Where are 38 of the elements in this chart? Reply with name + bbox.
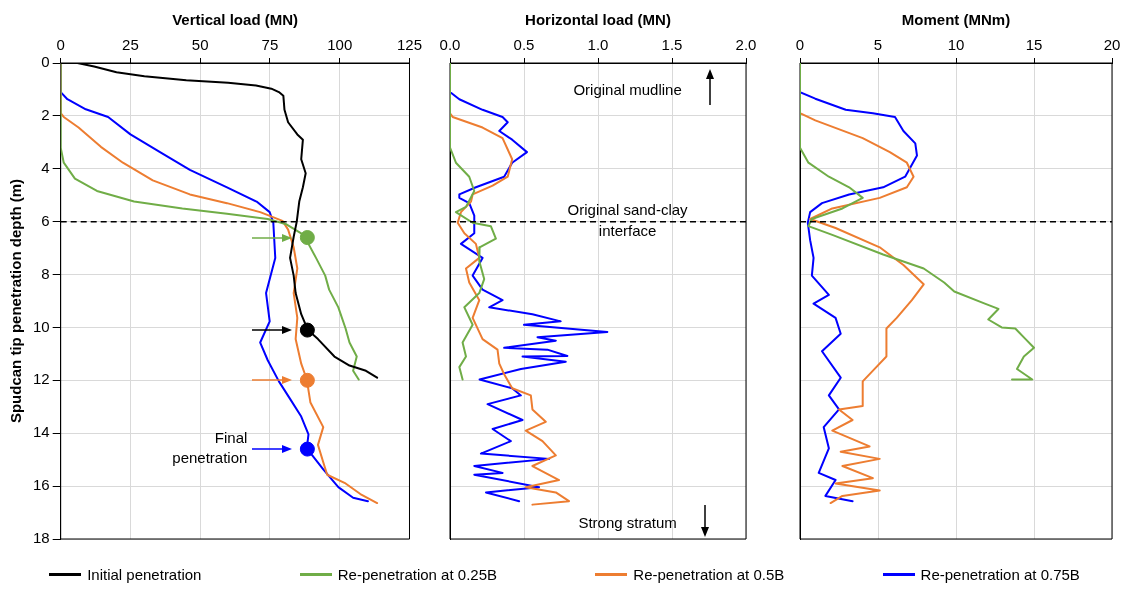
ref-line-label: Original sand-clay interface <box>567 200 689 239</box>
legend-label: Re-penetration at 0.75B <box>920 566 1080 583</box>
x-tick-label: 0.0 <box>439 36 461 54</box>
x-tick-label: 25 <box>122 36 139 54</box>
x-tick-label: 20 <box>1103 36 1121 54</box>
y-tick-label: 10 <box>33 317 50 335</box>
y-tick-label: 0 <box>41 53 50 71</box>
x-tick-label: 0 <box>795 36 805 54</box>
x-tick-label: 2.0 <box>735 36 757 54</box>
x-tick-label: 50 <box>191 36 209 54</box>
y-tick-label: 16 <box>33 476 50 494</box>
x-tick-label: 5 <box>873 36 883 54</box>
legend-label: Re-penetration at 0.25B <box>337 566 497 583</box>
legend-label: Initial penetration <box>87 566 202 583</box>
x-tick-label: 1.5 <box>661 36 683 54</box>
y-tick-label: 18 <box>33 529 50 547</box>
y-tick-label: 12 <box>33 370 50 388</box>
x-tick-label: 15 <box>1025 36 1043 54</box>
y-tick-label: 2 <box>41 106 50 124</box>
x-tick-label: 1.0 <box>587 36 609 54</box>
x-tick-label: 125 <box>396 36 422 54</box>
x-axis-title: Moment (MNm) <box>901 11 1011 29</box>
y-axis-title: Spudcan tip penetration depth (m) <box>7 178 25 424</box>
y-tick-label: 14 <box>33 423 50 441</box>
x-tick-label: 75 <box>261 36 279 54</box>
y-tick-label: 4 <box>41 158 50 176</box>
y-tick-label: 8 <box>41 264 50 282</box>
annotation: Strong stratum <box>578 514 677 532</box>
y-tick-label: 6 <box>41 211 50 229</box>
x-axis-title: Vertical load (MN) <box>172 11 299 29</box>
x-tick-label: 0 <box>56 36 65 54</box>
x-tick-label: 10 <box>947 36 965 54</box>
legend-label: Re-penetration at 0.5B <box>633 566 785 583</box>
x-axis-title: Horizontal load (MN) <box>525 11 671 29</box>
x-tick-label: 0.5 <box>513 36 535 54</box>
x-tick-label: 100 <box>327 36 353 54</box>
annotation: Final penetration <box>172 429 248 467</box>
annotation: Original mudline <box>573 81 682 99</box>
